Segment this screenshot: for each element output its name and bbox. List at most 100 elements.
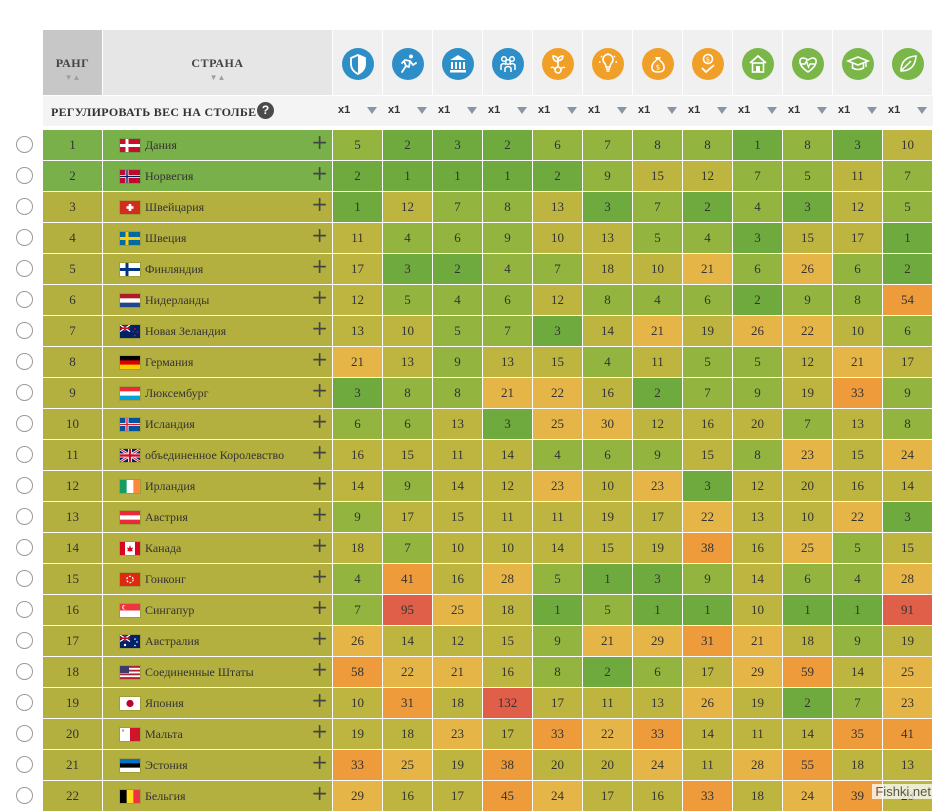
indicator-column-header[interactable] — [883, 30, 932, 95]
expand-plus-icon[interactable]: + — [311, 254, 328, 278]
expand-plus-icon[interactable]: + — [311, 192, 328, 216]
expand-plus-icon[interactable]: + — [311, 750, 328, 774]
flag-se-icon — [120, 232, 140, 245]
sort-arrows-icon[interactable]: ▼▲ — [64, 73, 81, 82]
weight-select[interactable]: x1 — [633, 96, 682, 126]
expand-plus-icon[interactable]: + — [311, 657, 328, 681]
indicator-column-header[interactable] — [783, 30, 832, 95]
indicator-column-header[interactable] — [583, 30, 632, 95]
row-select-radio[interactable] — [16, 260, 33, 277]
dropdown-arrow-icon[interactable] — [517, 107, 527, 114]
score-cell: 19 — [883, 626, 932, 656]
indicator-column-header[interactable]: $ — [683, 30, 732, 95]
weight-select[interactable]: x1 — [783, 96, 832, 126]
indicator-column-header[interactable] — [433, 30, 482, 95]
dropdown-arrow-icon[interactable] — [567, 107, 577, 114]
weight-select[interactable]: x1 — [583, 96, 632, 126]
dropdown-arrow-icon[interactable] — [867, 107, 877, 114]
indicator-column-header[interactable] — [483, 30, 532, 95]
score-cell: 21 — [833, 347, 882, 377]
expand-plus-icon[interactable]: + — [311, 471, 328, 495]
row-select-radio[interactable] — [16, 601, 33, 618]
row-select-radio[interactable] — [16, 570, 33, 587]
weight-select[interactable]: x1 — [733, 96, 782, 126]
expand-plus-icon[interactable]: + — [311, 781, 328, 805]
country-column-header[interactable]: СТРАНА ▼▲ — [103, 30, 332, 95]
indicator-column-header[interactable] — [383, 30, 432, 95]
weight-select[interactable]: x1 — [333, 96, 382, 126]
expand-plus-icon[interactable]: + — [311, 440, 328, 464]
weight-select[interactable]: x1 — [433, 96, 482, 126]
expand-plus-icon[interactable]: + — [311, 626, 328, 650]
row-select-radio[interactable] — [16, 384, 33, 401]
expand-plus-icon[interactable]: + — [311, 688, 328, 712]
indicator-column-header[interactable] — [833, 30, 882, 95]
expand-plus-icon[interactable]: + — [311, 161, 328, 185]
row-select-radio[interactable] — [16, 694, 33, 711]
indicator-column-header[interactable] — [533, 30, 582, 95]
flag-jp-icon — [120, 697, 140, 710]
row-select-radio[interactable] — [16, 136, 33, 153]
weight-select[interactable]: x1 — [683, 96, 732, 126]
row-select-radio[interactable] — [16, 353, 33, 370]
dropdown-arrow-icon[interactable] — [767, 107, 777, 114]
expand-plus-icon[interactable]: + — [311, 347, 328, 371]
rank-column-header[interactable]: РАНГ ▼▲ — [43, 30, 102, 95]
weight-select[interactable]: x1 — [833, 96, 882, 126]
row-select-radio[interactable] — [16, 787, 33, 804]
dropdown-arrow-icon[interactable] — [367, 107, 377, 114]
dropdown-arrow-icon[interactable] — [717, 107, 727, 114]
indicator-column-header[interactable] — [733, 30, 782, 95]
help-icon[interactable]: ? — [257, 102, 274, 119]
country-cell: Австрия + — [103, 502, 332, 532]
row-select-radio[interactable] — [16, 477, 33, 494]
score-cell: 7 — [883, 161, 932, 191]
row-select-radio[interactable] — [16, 446, 33, 463]
expand-plus-icon[interactable]: + — [311, 316, 328, 340]
dropdown-arrow-icon[interactable] — [417, 107, 427, 114]
row-select-radio[interactable] — [16, 539, 33, 556]
dropdown-arrow-icon[interactable] — [817, 107, 827, 114]
weight-select[interactable]: x1 — [383, 96, 432, 126]
row-select-radio[interactable] — [16, 632, 33, 649]
dropdown-arrow-icon[interactable] — [467, 107, 477, 114]
expand-plus-icon[interactable]: + — [311, 719, 328, 743]
score-cell: 10 — [583, 471, 632, 501]
expand-plus-icon[interactable]: + — [311, 378, 328, 402]
score-cell: 1 — [783, 595, 832, 625]
expand-plus-icon[interactable]: + — [311, 130, 328, 154]
expand-plus-icon[interactable]: + — [311, 285, 328, 309]
indicator-column-header[interactable] — [333, 30, 382, 95]
row-select-radio[interactable] — [16, 663, 33, 680]
indicator-column-header[interactable]: $ — [633, 30, 682, 95]
weight-value: x1 — [738, 104, 751, 116]
row-select-radio[interactable] — [16, 167, 33, 184]
score-cell: 5 — [433, 316, 482, 346]
row-select-radio[interactable] — [16, 322, 33, 339]
expand-plus-icon[interactable]: + — [311, 223, 328, 247]
dropdown-arrow-icon[interactable] — [667, 107, 677, 114]
row-select-radio[interactable] — [16, 725, 33, 742]
sort-arrows-icon[interactable]: ▼▲ — [209, 73, 226, 82]
expand-plus-icon[interactable]: + — [311, 533, 328, 557]
score-cell: 2 — [733, 285, 782, 315]
expand-plus-icon[interactable]: + — [311, 409, 328, 433]
row-select-radio[interactable] — [16, 508, 33, 525]
expand-plus-icon[interactable]: + — [311, 564, 328, 588]
score-cell: 11 — [833, 161, 882, 191]
score-cell: 17 — [833, 223, 882, 253]
expand-plus-icon[interactable]: + — [311, 595, 328, 619]
weight-select[interactable]: x1 — [883, 96, 932, 126]
weight-select[interactable]: x1 — [533, 96, 582, 126]
dropdown-arrow-icon[interactable] — [917, 107, 927, 114]
dropdown-arrow-icon[interactable] — [617, 107, 627, 114]
score-cell: 6 — [583, 440, 632, 470]
row-select-radio[interactable] — [16, 756, 33, 773]
weight-value: x1 — [888, 104, 901, 116]
row-select-radio[interactable] — [16, 415, 33, 432]
row-select-radio[interactable] — [16, 291, 33, 308]
expand-plus-icon[interactable]: + — [311, 502, 328, 526]
weight-select[interactable]: x1 — [483, 96, 532, 126]
row-select-radio[interactable] — [16, 229, 33, 246]
row-select-radio[interactable] — [16, 198, 33, 215]
